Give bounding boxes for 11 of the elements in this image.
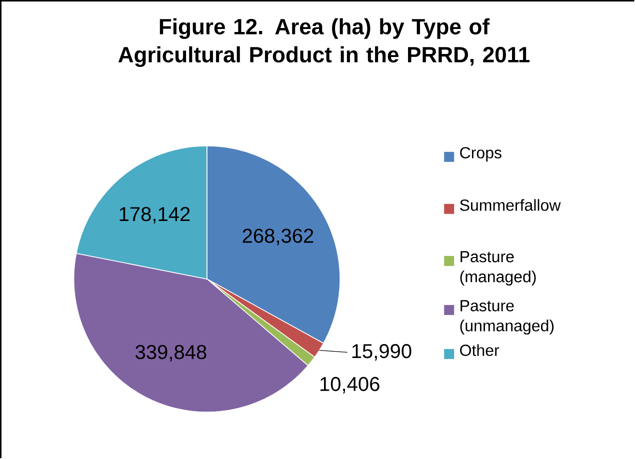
legend-label: Other — [460, 344, 500, 356]
chart-title: Figure 12. Area (ha) by Type of Agricultural Product in the PRRD, 2011 — [118, 18, 530, 67]
legend-label: Pasture (unmanaged) — [460, 300, 554, 335]
data-label: 15,990 — [352, 344, 412, 361]
data-label: 268,362 — [242, 228, 314, 246]
data-label: 178,142 — [120, 207, 190, 224]
data-label: 339,848 — [136, 345, 206, 362]
legend-label: Pasture (managed) — [460, 251, 536, 286]
legend-label: Summerfallow — [460, 199, 561, 211]
data-label: 10,406 — [320, 376, 380, 394]
legend-label: Crops — [460, 147, 502, 162]
